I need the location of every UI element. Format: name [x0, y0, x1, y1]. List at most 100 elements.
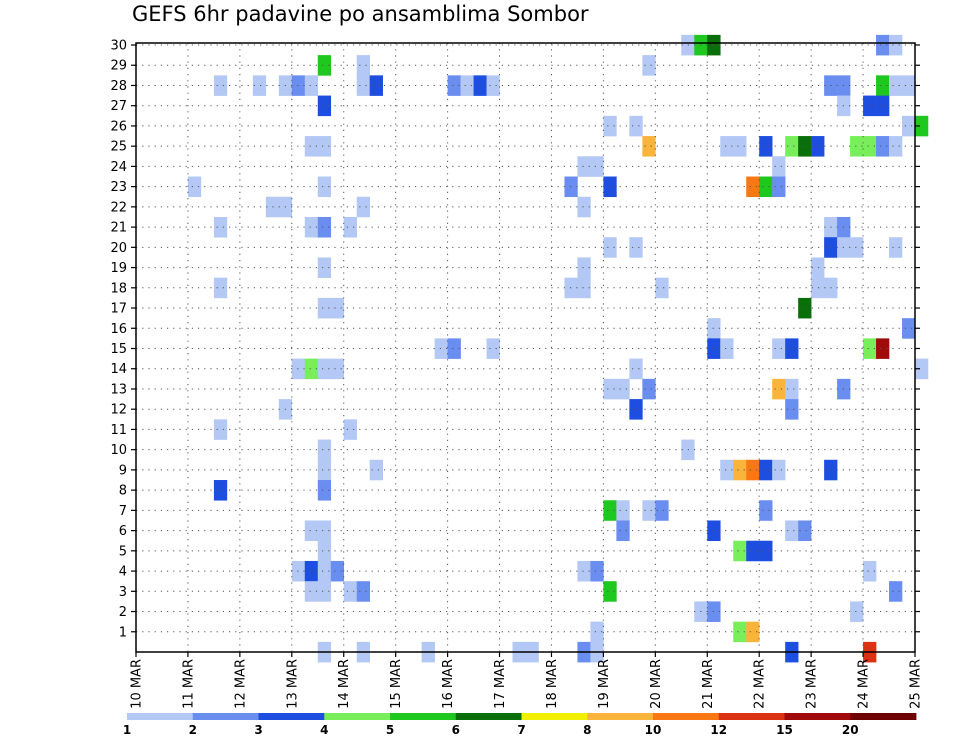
heatmap-cell — [850, 601, 864, 622]
y-tick-label: 4 — [119, 565, 127, 580]
heatmap-cell — [434, 338, 448, 359]
heatmap-cell — [577, 257, 591, 278]
x-tick-label: 11 MAR — [181, 659, 196, 709]
colorbar-label: 1 — [123, 723, 131, 737]
heatmap-cell — [252, 75, 267, 96]
heatmap-cell — [317, 176, 332, 198]
heatmap-cell — [603, 581, 617, 602]
heatmap-cell — [746, 459, 760, 481]
colorbar-label: 3 — [254, 723, 262, 737]
x-tick-label: 13 MAR — [285, 659, 300, 709]
colorbar-swatch — [850, 713, 917, 720]
y-tick-label: 17 — [110, 302, 127, 317]
heatmap-cell — [889, 237, 903, 258]
colorbar-label: 5 — [386, 723, 394, 737]
heatmap-cell — [603, 237, 617, 258]
heatmap-cell — [915, 358, 929, 380]
heatmap-cell — [811, 257, 825, 278]
y-tick-label: 29 — [110, 59, 127, 74]
heatmap-cell — [772, 378, 786, 400]
heatmap-cell — [304, 75, 319, 96]
heatmap-cell — [343, 581, 358, 602]
heatmap-cell — [356, 196, 370, 218]
colorbar-swatch — [390, 713, 457, 720]
y-tick-label: 5 — [119, 544, 127, 559]
heatmap-cell — [798, 136, 812, 157]
heatmap-cell — [785, 520, 799, 542]
heatmap-cell — [590, 156, 604, 177]
x-tick-label: 24 MAR — [857, 659, 872, 709]
heatmap-cell — [356, 55, 370, 76]
heatmap-cell — [343, 419, 358, 440]
heatmap-cell — [577, 277, 591, 299]
heatmap-cell — [356, 581, 370, 602]
x-tick-label: 20 MAR — [649, 659, 664, 709]
y-tick-label: 2 — [119, 605, 127, 620]
y-tick-label: 30 — [110, 39, 127, 54]
colorbar-swatch — [258, 713, 325, 720]
heatmap-cell — [317, 257, 332, 278]
heatmap-cell — [720, 136, 734, 157]
x-tick-label: 19 MAR — [597, 659, 612, 709]
heatmap-cell — [317, 459, 332, 481]
heatmap-cell — [590, 621, 604, 643]
heatmap-cell — [811, 136, 825, 157]
heatmap-cell — [863, 560, 877, 582]
heatmap-cell — [317, 55, 332, 76]
heatmap-cell — [655, 277, 669, 299]
colorbar-swatch — [587, 713, 654, 720]
heatmap-cell — [889, 34, 903, 56]
colorbar-label: 4 — [320, 723, 328, 737]
colorbar-swatch — [653, 713, 720, 720]
heatmap-cell — [707, 34, 721, 56]
heatmap-cell — [213, 75, 228, 96]
colorbar-label: 2 — [189, 723, 197, 737]
heatmap-cell — [876, 136, 890, 157]
heatmap-cell — [304, 581, 319, 602]
heatmap-cell — [850, 136, 864, 157]
heatmap-cell — [707, 520, 721, 542]
y-tick-label: 25 — [110, 140, 127, 155]
heatmap-cell — [577, 196, 591, 218]
x-tick-label: 18 MAR — [545, 659, 560, 709]
heatmap-cell — [213, 216, 228, 238]
heatmap-cell — [707, 338, 721, 359]
colorbar-label: 20 — [842, 723, 859, 737]
heatmap-cell — [707, 318, 721, 339]
heatmap-cell — [603, 176, 617, 198]
y-tick-label: 7 — [119, 504, 127, 519]
y-tick-label: 26 — [110, 119, 127, 134]
heatmap-cell — [785, 338, 799, 359]
y-tick-label: 13 — [110, 382, 127, 397]
heatmap-cell — [447, 75, 461, 96]
heatmap-cell — [330, 358, 345, 380]
heatmap-cell — [655, 500, 669, 521]
heatmap-cell — [863, 95, 877, 117]
colorbar-swatch — [718, 713, 785, 720]
heatmap-cell — [642, 55, 656, 76]
colorbar-label: 10 — [645, 723, 662, 737]
heatmap-cell — [317, 540, 332, 562]
colorbar-swatch — [455, 713, 522, 720]
heatmap-cell — [213, 480, 228, 501]
heatmap-cell — [317, 439, 332, 461]
chart-title: GEFS 6hr padavine po ansamblima Sombor — [132, 2, 589, 26]
heatmap-cell — [317, 136, 332, 157]
heatmap-cell — [629, 115, 643, 137]
x-tick-label: 15 MAR — [389, 659, 404, 709]
heatmap-cell — [902, 318, 916, 339]
colorbar-swatch — [784, 713, 851, 720]
colorbar-label: 6 — [452, 723, 460, 737]
heatmap-cell — [486, 75, 500, 96]
heatmap-cell — [304, 136, 319, 157]
heatmap-cell — [447, 338, 461, 359]
heatmap-cell — [876, 338, 890, 359]
heatmap-cell — [772, 459, 786, 481]
y-tick-label: 27 — [110, 99, 127, 114]
grid-lines — [136, 43, 915, 652]
heatmap-cell — [720, 338, 734, 359]
heatmap-cell — [889, 581, 903, 602]
heatmap-cell — [187, 176, 202, 198]
x-tick-label: 10 MAR — [130, 659, 145, 709]
heatmap-cell — [707, 601, 721, 622]
